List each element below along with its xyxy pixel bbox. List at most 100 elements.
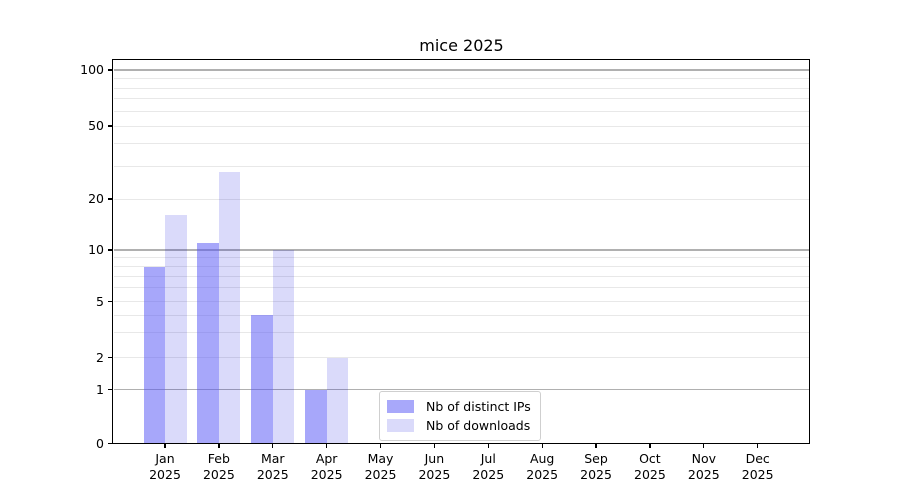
x-tick-month: May [367, 451, 394, 466]
x-tick-aug [541, 444, 543, 448]
x-tick-jan [164, 444, 166, 448]
x-tick-month: Nov [691, 451, 716, 466]
minor-gridline-40 [114, 143, 809, 145]
x-tick-year: 2025 [149, 466, 181, 482]
x-tick-may [379, 444, 382, 448]
minor-gridline-8 [114, 266, 809, 268]
y-tick-label-20: 20 [88, 191, 104, 206]
x-tick-month: Dec [745, 451, 770, 466]
x-tick-label-apr: Apr 2025 [295, 451, 359, 482]
legend-label-distinct-ips: Nb of distinct IPs [426, 398, 531, 414]
x-tick-label-jan: Jan 2025 [133, 451, 197, 482]
x-tick-month: Mar [260, 451, 285, 466]
x-tick-month: Aug [529, 451, 555, 466]
x-tick-mar [272, 444, 274, 448]
minor-gridline-4 [114, 314, 809, 316]
x-tick-label-jul: Jul 2025 [456, 451, 520, 482]
minor-gridline-20 [114, 198, 809, 200]
x-tick-year: 2025 [634, 466, 666, 482]
minor-gridline-50 [114, 125, 809, 127]
x-tick-year: 2025 [202, 466, 235, 482]
minor-gridline-2 [114, 357, 809, 358]
major-gridline-10 [114, 249, 809, 251]
minor-gridline-30 [114, 166, 809, 168]
x-tick-label-sep: Sep 2025 [564, 451, 628, 482]
x-tick-month: Oct [639, 451, 661, 466]
minor-gridline-70 [114, 98, 809, 100]
x-tick-dec [757, 444, 759, 448]
y-tick-20 [108, 198, 112, 200]
x-tick-feb [218, 444, 220, 448]
x-tick-year: 2025 [687, 466, 720, 482]
bar-downloads-feb [218, 172, 241, 444]
legend-swatch-downloads [387, 418, 414, 432]
minor-gridline-60 [114, 110, 809, 112]
x-tick-label-nov: Nov 2025 [672, 451, 736, 482]
x-tick-year: 2025 [741, 466, 774, 482]
y-tick-2 [108, 356, 112, 359]
bar-distinct-ips-mar [251, 315, 273, 444]
bar-distinct-ips-jan [143, 266, 165, 444]
x-tick-month: Jul [480, 451, 496, 466]
minor-gridline-3 [114, 332, 809, 334]
minor-gridline-7 [114, 276, 809, 277]
y-tick-0 [108, 442, 112, 445]
minor-gridline-90 [114, 78, 809, 79]
bar-distinct-ips-feb [197, 242, 219, 444]
x-tick-year: 2025 [526, 466, 559, 482]
x-tick-year: 2025 [580, 466, 612, 482]
x-tick-label-jun: Jun 2025 [402, 451, 466, 482]
x-tick-label-dec: Dec 2025 [726, 451, 790, 482]
y-tick-50 [108, 125, 112, 127]
x-tick-year: 2025 [472, 466, 505, 482]
x-tick-jun [433, 444, 436, 448]
y-tick-label-10: 10 [88, 242, 104, 257]
minor-gridline-9 [114, 257, 809, 259]
legend: Nb of distinct IPs Nb of downloads [379, 391, 541, 441]
x-tick-oct [649, 444, 651, 448]
y-tick-5 [108, 300, 112, 303]
x-tick-year: 2025 [310, 466, 343, 482]
major-gridline-100 [114, 69, 809, 71]
bar-downloads-mar [272, 250, 295, 444]
x-tick-label-may: May 2025 [349, 451, 413, 482]
y-tick-label-1: 1 [96, 381, 104, 397]
y-tick-10 [108, 249, 112, 251]
bar-distinct-ips-apr [305, 389, 327, 444]
minor-gridline-5 [114, 301, 809, 302]
x-tick-jul [487, 444, 489, 448]
x-tick-year: 2025 [418, 466, 451, 482]
x-tick-label-mar: Mar 2025 [241, 451, 305, 482]
x-tick-label-aug: Aug 2025 [510, 451, 574, 482]
y-tick-100 [108, 69, 112, 71]
y-tick-label-5: 5 [96, 293, 104, 309]
bar-downloads-apr [326, 357, 349, 444]
x-tick-label-feb: Feb 2025 [187, 451, 251, 482]
major-gridline-1 [114, 388, 809, 391]
x-tick-sep [595, 444, 597, 448]
legend-item-distinct-ips: Nb of distinct IPs [387, 397, 531, 415]
x-tick-year: 2025 [364, 466, 397, 482]
x-tick-month: Feb [207, 451, 230, 466]
chart-title: mice 2025 [419, 36, 504, 55]
legend-swatch-distinct-ips [387, 399, 414, 413]
minor-gridline-80 [114, 87, 809, 89]
x-tick-month: Jan [155, 451, 175, 466]
y-tick-label-0: 0 [96, 435, 104, 451]
x-tick-month: Sep [584, 451, 608, 466]
y-tick-1 [108, 388, 112, 391]
x-tick-apr [325, 444, 328, 448]
x-tick-month: Jun [424, 451, 445, 466]
y-tick-label-2: 2 [96, 349, 104, 365]
x-tick-month: Apr [315, 451, 338, 466]
y-tick-label-50: 50 [88, 118, 104, 133]
legend-label-downloads: Nb of downloads [426, 417, 531, 433]
x-tick-year: 2025 [256, 466, 289, 482]
x-tick-nov [703, 444, 705, 448]
y-tick-label-100: 100 [80, 62, 104, 77]
bar-downloads-jan [165, 215, 187, 444]
x-tick-label-oct: Oct 2025 [618, 451, 682, 482]
legend-item-downloads: Nb of downloads [387, 416, 531, 434]
